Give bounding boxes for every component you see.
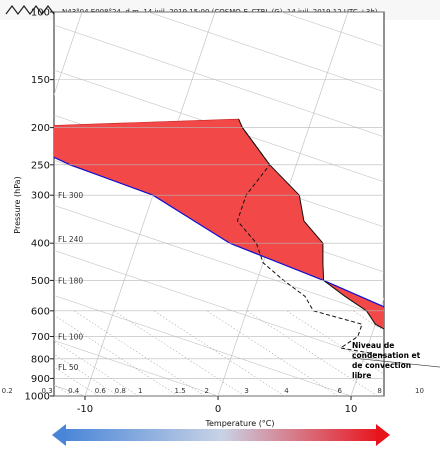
mixing-ratio-line [353, 310, 384, 332]
adiabat-line [148, 12, 384, 93]
flight-level-label: FL 180 [58, 276, 83, 285]
mixing-ratio-label: 6 [337, 387, 342, 395]
lcl-label-line: libre [352, 371, 371, 380]
temperature-tick-label: 10 [345, 404, 358, 415]
lcl-label-line: condensation et [352, 351, 421, 360]
mixing-ratio-label: 0.8 [115, 387, 126, 395]
pressure-tick-label: 100 [31, 8, 50, 19]
pressure-tick-label: 300 [31, 191, 50, 202]
pressure-tick-labels: 100 150 200 250 300 400 500 600 700 800 900 1000 [25, 8, 50, 403]
mixing-ratio-line [246, 310, 378, 396]
y-axis-label: Pressure (hPa) [13, 176, 22, 233]
pressure-tick-label: 500 [31, 276, 50, 287]
mixing-ratio-line [54, 340, 139, 396]
mixing-ratio-label: 2 [204, 387, 208, 395]
profile-lines [54, 118, 384, 356]
temperature-tick-label: -10 [77, 404, 93, 415]
flight-level-label: FL 100 [58, 333, 83, 342]
mixing-ratio-label: 3 [244, 387, 248, 395]
pressure-tick-label: 250 [31, 160, 50, 171]
mixing-ratio-label: 4 [284, 387, 289, 395]
flight-level-labels: FL 300 FL 240 FL 180 FL 100 FL 50 [58, 191, 83, 372]
temperature-line [238, 118, 384, 330]
temperature-tick-label: 0 [215, 404, 221, 415]
adiabat-line [54, 295, 352, 396]
flight-level-label: FL 300 [58, 191, 83, 200]
temperature-tick-labels: -30-20-100102030 [77, 396, 358, 415]
lcl-label-line: Niveau de [352, 341, 394, 350]
mixing-ratio-line [153, 310, 285, 396]
dewpoint-line [236, 127, 384, 356]
isotherm-line [54, 12, 83, 96]
mixing-ratio-label: 0.2 [2, 387, 13, 395]
mixing-ratio-label: 10 [415, 387, 424, 395]
pressure-tick-label: 1000 [25, 392, 50, 403]
pressure-tick-label: 150 [31, 75, 50, 86]
mixing-ratio-label: 0.4 [68, 387, 80, 395]
mixing-ratio-line [0, 311, 5, 396]
adiabat-line [54, 250, 384, 363]
mixing-ratio-labels: 0.20.30.40.60.811.52346810152040 [2, 387, 424, 395]
adiabat-line [54, 114, 384, 228]
mixing-ratio-label: 0.6 [95, 387, 107, 395]
mixing-ratio-label: 1 [138, 387, 142, 395]
pressure-tick-label: 800 [31, 354, 50, 365]
pressure-tick-label: 700 [31, 332, 50, 343]
pressure-tick-label: 600 [31, 306, 50, 317]
mixing-ratio-line [54, 314, 179, 396]
lcl-leader-line [351, 357, 440, 368]
diagonal-gridlines [0, 12, 440, 396]
pressure-tick-label: 400 [31, 239, 50, 250]
mixing-ratio-label: 1.5 [175, 387, 186, 395]
mixing-ratio-line [286, 310, 384, 375]
mixing-ratio-label: 8 [377, 387, 381, 395]
logo-wave-icon [5, 5, 55, 15]
flight-level-label: FL 50 [58, 363, 79, 372]
pressure-gridlines [50, 11, 384, 397]
isotherm-line [350, 297, 384, 396]
adiabat-line [54, 24, 384, 138]
pressure-tick-label: 900 [31, 374, 50, 385]
mixing-ratio-line [206, 310, 338, 396]
adiabat-line [54, 69, 384, 183]
lcl-label-line: de convection [352, 361, 411, 370]
x-axis-label: Temperature (°C) [204, 419, 274, 428]
temperature-gradient-arrow [52, 424, 390, 446]
parcel-line [54, 156, 384, 308]
mixing-ratio-label: 0.3 [42, 387, 53, 395]
mixing-ratio-line [73, 310, 205, 396]
isotherm-line [84, 12, 216, 396]
flight-level-label: FL 240 [58, 235, 83, 244]
adiabat-line [415, 12, 440, 396]
pressure-tick-label: 200 [31, 123, 50, 134]
mixing-ratio-line [113, 310, 245, 396]
